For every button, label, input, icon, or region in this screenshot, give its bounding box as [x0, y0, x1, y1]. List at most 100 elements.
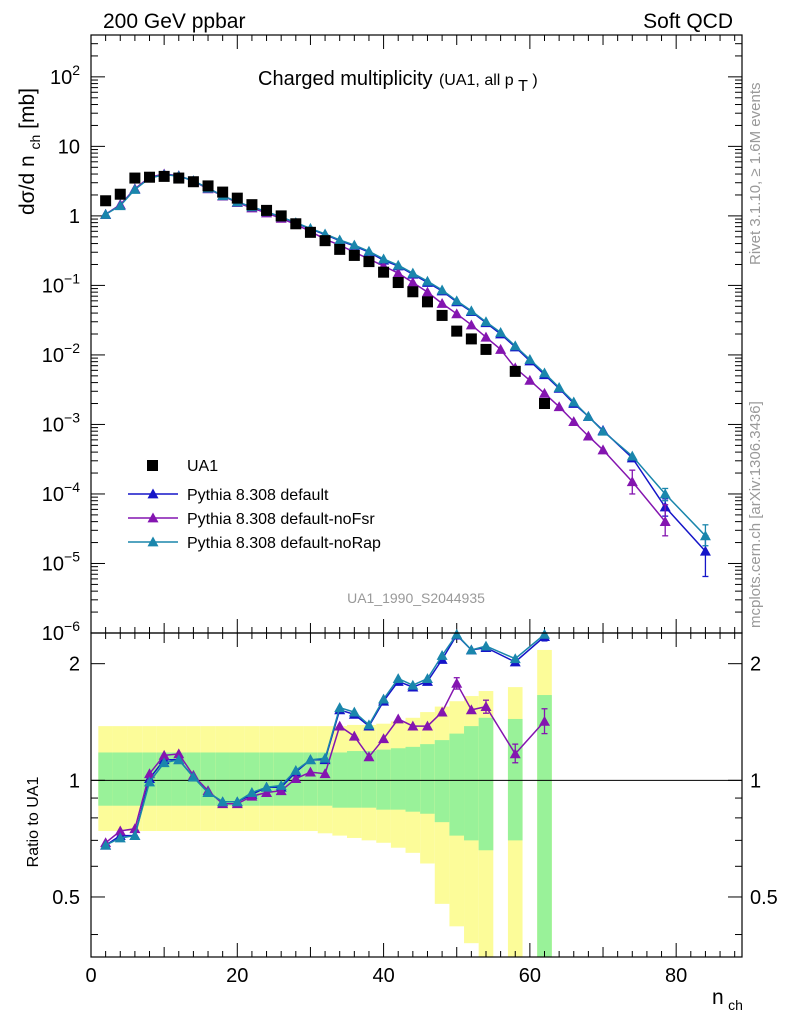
data-point	[509, 365, 521, 377]
data-point	[421, 296, 433, 308]
header-right: Soft QCD	[643, 10, 733, 33]
band-inner	[200, 752, 216, 806]
band-inner	[507, 718, 523, 841]
ratio-point	[129, 823, 141, 834]
series-point	[436, 284, 448, 295]
band-inner	[98, 752, 113, 806]
series-point	[100, 208, 112, 219]
series-point	[597, 425, 609, 436]
mcplots-note: mcplots.cern.ch [arXiv:1306.3436]	[747, 401, 764, 628]
band-inner	[347, 751, 362, 808]
series-point	[568, 416, 580, 426]
ratio-point	[144, 776, 156, 787]
y-tick-label-exp: −6	[64, 618, 80, 634]
ratio-point	[144, 768, 156, 779]
x-axis-label-main: n	[712, 986, 724, 1009]
series-point	[553, 381, 565, 392]
series-point	[436, 297, 448, 308]
ratio-point	[421, 720, 433, 731]
series-point	[465, 305, 477, 316]
y-tick-label-exp: 2	[72, 62, 80, 78]
band-inner	[229, 752, 245, 806]
data-point	[100, 195, 112, 207]
series-point	[524, 374, 536, 385]
y-tick-label: 10−6	[42, 618, 80, 645]
series-point	[699, 545, 711, 556]
ratio-point	[451, 628, 463, 639]
legend-marker	[147, 536, 159, 547]
ratio-point	[304, 754, 316, 765]
y-tick-label-base: 10	[50, 67, 72, 89]
data-point	[231, 192, 243, 204]
y-tick-label-exp: −3	[64, 409, 80, 425]
data-point	[304, 226, 316, 238]
y-tick-label-base: 10	[42, 345, 64, 367]
y-tick-label-base: 1	[69, 206, 80, 228]
x-tick-label: 20	[226, 965, 248, 987]
x-tick-label: 0	[85, 965, 96, 987]
band-inner	[127, 752, 143, 806]
band-inner	[420, 744, 435, 814]
ratio-point	[509, 653, 521, 664]
ratio-point	[246, 787, 258, 797]
band-inner	[537, 695, 552, 957]
ratio-point	[465, 644, 477, 655]
series-point	[480, 331, 492, 342]
band-inner	[303, 752, 318, 806]
ratio-point	[173, 748, 185, 759]
band-inner	[390, 748, 406, 810]
legend-marker	[147, 512, 159, 523]
band-inner	[464, 726, 479, 841]
band-inner	[273, 752, 289, 806]
ratio-point	[436, 706, 448, 717]
data-point	[173, 172, 185, 184]
ratio-point	[290, 773, 302, 784]
band-inner	[259, 752, 274, 806]
ratio-point	[509, 748, 521, 759]
y-tick-label-exp: −2	[64, 340, 80, 356]
ratio-point	[407, 720, 419, 731]
series-point	[553, 401, 565, 412]
rivet-note-prefix: Rivet 3.1.10,	[747, 177, 764, 265]
x-tick-label: 40	[372, 965, 394, 987]
series-point	[421, 275, 433, 286]
ratio-axes-ticks	[90, 633, 742, 957]
data-point	[246, 199, 258, 211]
series-point	[582, 430, 594, 441]
series-point	[539, 387, 551, 398]
series-point	[626, 450, 638, 461]
data-point	[436, 309, 448, 321]
rivet-note-symbol: ≥	[747, 168, 764, 176]
series-point	[524, 353, 536, 364]
ratio-point	[465, 704, 477, 715]
legend-marker-ua1	[147, 460, 158, 471]
series-point	[421, 286, 433, 297]
y-axis-label: dσ/d n ch [mb]	[16, 88, 45, 215]
ratio-point	[392, 713, 404, 724]
ratio-point	[290, 765, 302, 775]
plot-title-main: Charged multiplicity	[258, 68, 433, 90]
data-point	[290, 218, 302, 230]
data-point	[407, 286, 419, 298]
ratio-point	[334, 702, 346, 713]
ratio-point	[378, 693, 390, 704]
series-point	[659, 516, 671, 527]
ratio-point	[407, 679, 419, 690]
ratio-point	[275, 779, 287, 790]
series-line	[105, 174, 706, 537]
series-point	[392, 259, 404, 270]
series-point	[363, 245, 375, 256]
ratio-point	[319, 752, 331, 763]
plot-title-detail-sub: T	[518, 78, 528, 95]
series-point	[407, 267, 419, 278]
series-point	[568, 396, 580, 407]
series-point	[334, 234, 346, 245]
ratio-point	[436, 649, 448, 660]
data-point	[378, 266, 390, 278]
uncertainty-bands	[98, 649, 552, 957]
data-point	[275, 210, 287, 222]
data-point	[129, 172, 141, 184]
y-tick-label: 102	[50, 62, 80, 89]
series-marks	[100, 168, 711, 578]
series-point	[451, 308, 463, 319]
